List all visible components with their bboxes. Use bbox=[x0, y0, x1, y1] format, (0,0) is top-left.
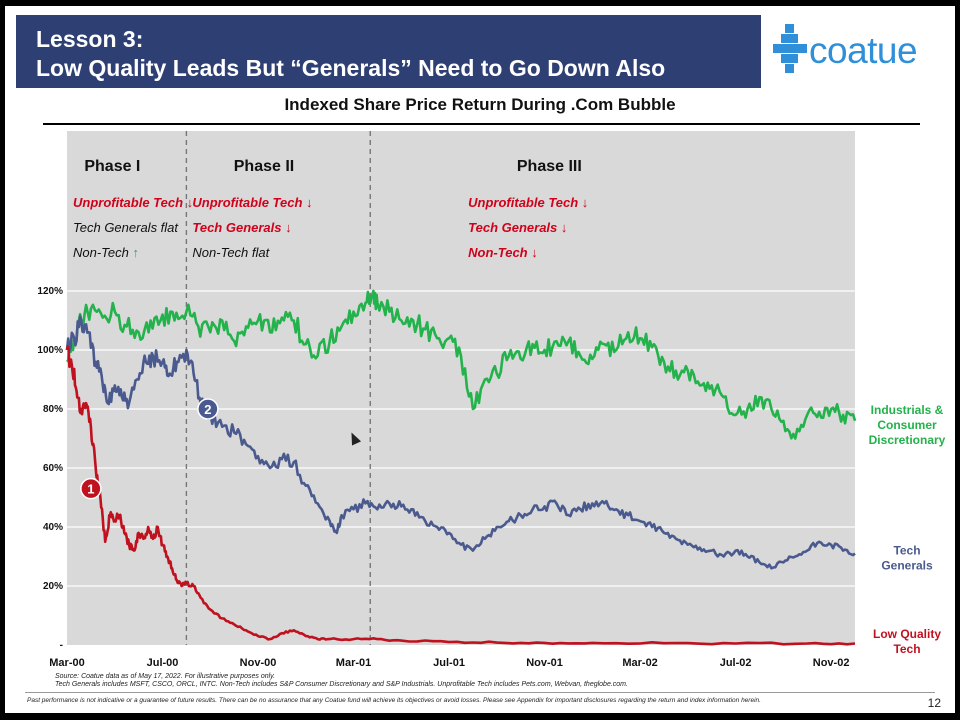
y-tick-label: 80% bbox=[43, 404, 63, 415]
x-tick-label: Mar-01 bbox=[336, 657, 371, 669]
phase-label: Phase III bbox=[517, 158, 582, 175]
logo-text: coatue bbox=[809, 30, 918, 71]
coatue-logo: coatue bbox=[771, 22, 941, 82]
title-line-1: Lesson 3: bbox=[36, 26, 144, 52]
series-label: Tech bbox=[893, 642, 920, 656]
logo-mark-square bbox=[773, 44, 807, 53]
logo-mark-square bbox=[785, 24, 794, 33]
logo-mark-square bbox=[781, 54, 798, 63]
y-tick-label: 40% bbox=[43, 522, 63, 533]
x-tick-label: Jul-01 bbox=[433, 657, 465, 669]
title-bar: Lesson 3: Low Quality Leads But “General… bbox=[16, 15, 761, 88]
x-tick-label: Nov-02 bbox=[813, 657, 850, 669]
series-label: Tech bbox=[893, 544, 920, 558]
x-tick-label: Nov-01 bbox=[526, 657, 563, 669]
line-chart: Phase I Unprofitable Tech ↓ Tech Generals … bbox=[37, 131, 946, 669]
disclaimer-note: Past performance is not indicative or a … bbox=[27, 697, 761, 704]
x-tick-label: Nov-00 bbox=[240, 657, 277, 669]
logo-mark-square bbox=[781, 34, 798, 43]
x-tick-label: Jul-02 bbox=[720, 657, 752, 669]
source-note: Source: Coatue data as of May 17, 2022. … bbox=[55, 673, 276, 680]
x-tick-label: Jul-00 bbox=[147, 657, 179, 669]
phase-label: Phase I bbox=[84, 158, 140, 175]
series-label: Industrials & bbox=[871, 403, 944, 417]
y-tick-label: - bbox=[60, 640, 63, 651]
series-label: Low Quality bbox=[873, 627, 941, 641]
phase-note: Tech Generals ↓ bbox=[192, 220, 291, 235]
composition-note: Tech Generals includes MSFT, CSCO, ORCL,… bbox=[55, 681, 628, 688]
logo-mark-square bbox=[785, 64, 794, 73]
x-tick-label: Mar-02 bbox=[622, 657, 657, 669]
x-tick-label: Mar-00 bbox=[49, 657, 84, 669]
annotation-marker bbox=[197, 398, 219, 420]
phase-note: Non-Tech ↑ bbox=[73, 245, 139, 260]
y-tick-label: 60% bbox=[43, 463, 63, 474]
y-tick-label: 120% bbox=[37, 286, 63, 297]
series-line bbox=[65, 289, 857, 440]
annotation-marker-label: 1 bbox=[87, 482, 94, 497]
series-label: Generals bbox=[881, 559, 933, 573]
phase-note: Non-Tech ↓ bbox=[468, 245, 538, 260]
slide: Lesson 3: Low Quality Leads But “General… bbox=[5, 6, 955, 713]
chart-title: Indexed Share Price Return During .Com B… bbox=[284, 95, 676, 114]
phase-note: Non-Tech flat bbox=[192, 245, 270, 260]
y-tick-label: 20% bbox=[43, 581, 63, 592]
phase-note: Unprofitable Tech ↓ bbox=[192, 195, 312, 210]
series-label: Discretionary bbox=[869, 433, 946, 447]
phase-note: Tech Generals ↓ bbox=[468, 220, 567, 235]
annotation-marker bbox=[80, 477, 102, 500]
phase-note: Tech Generals flat bbox=[73, 220, 179, 235]
annotation-marker-label: 2 bbox=[204, 402, 211, 417]
title-line-2: Low Quality Leads But “Generals” Need to… bbox=[36, 55, 666, 81]
page-number: 12 bbox=[927, 696, 941, 710]
phase-label: Phase II bbox=[234, 158, 294, 175]
phase-note: Unprofitable Tech ↓ bbox=[73, 195, 193, 210]
series-line bbox=[65, 315, 856, 570]
title-divider bbox=[43, 123, 920, 125]
y-tick-label: 100% bbox=[37, 345, 63, 356]
series-label: Consumer bbox=[877, 418, 937, 432]
phase-note: Unprofitable Tech ↓ bbox=[468, 195, 588, 210]
series-line bbox=[65, 345, 856, 646]
footer-divider bbox=[25, 692, 935, 693]
